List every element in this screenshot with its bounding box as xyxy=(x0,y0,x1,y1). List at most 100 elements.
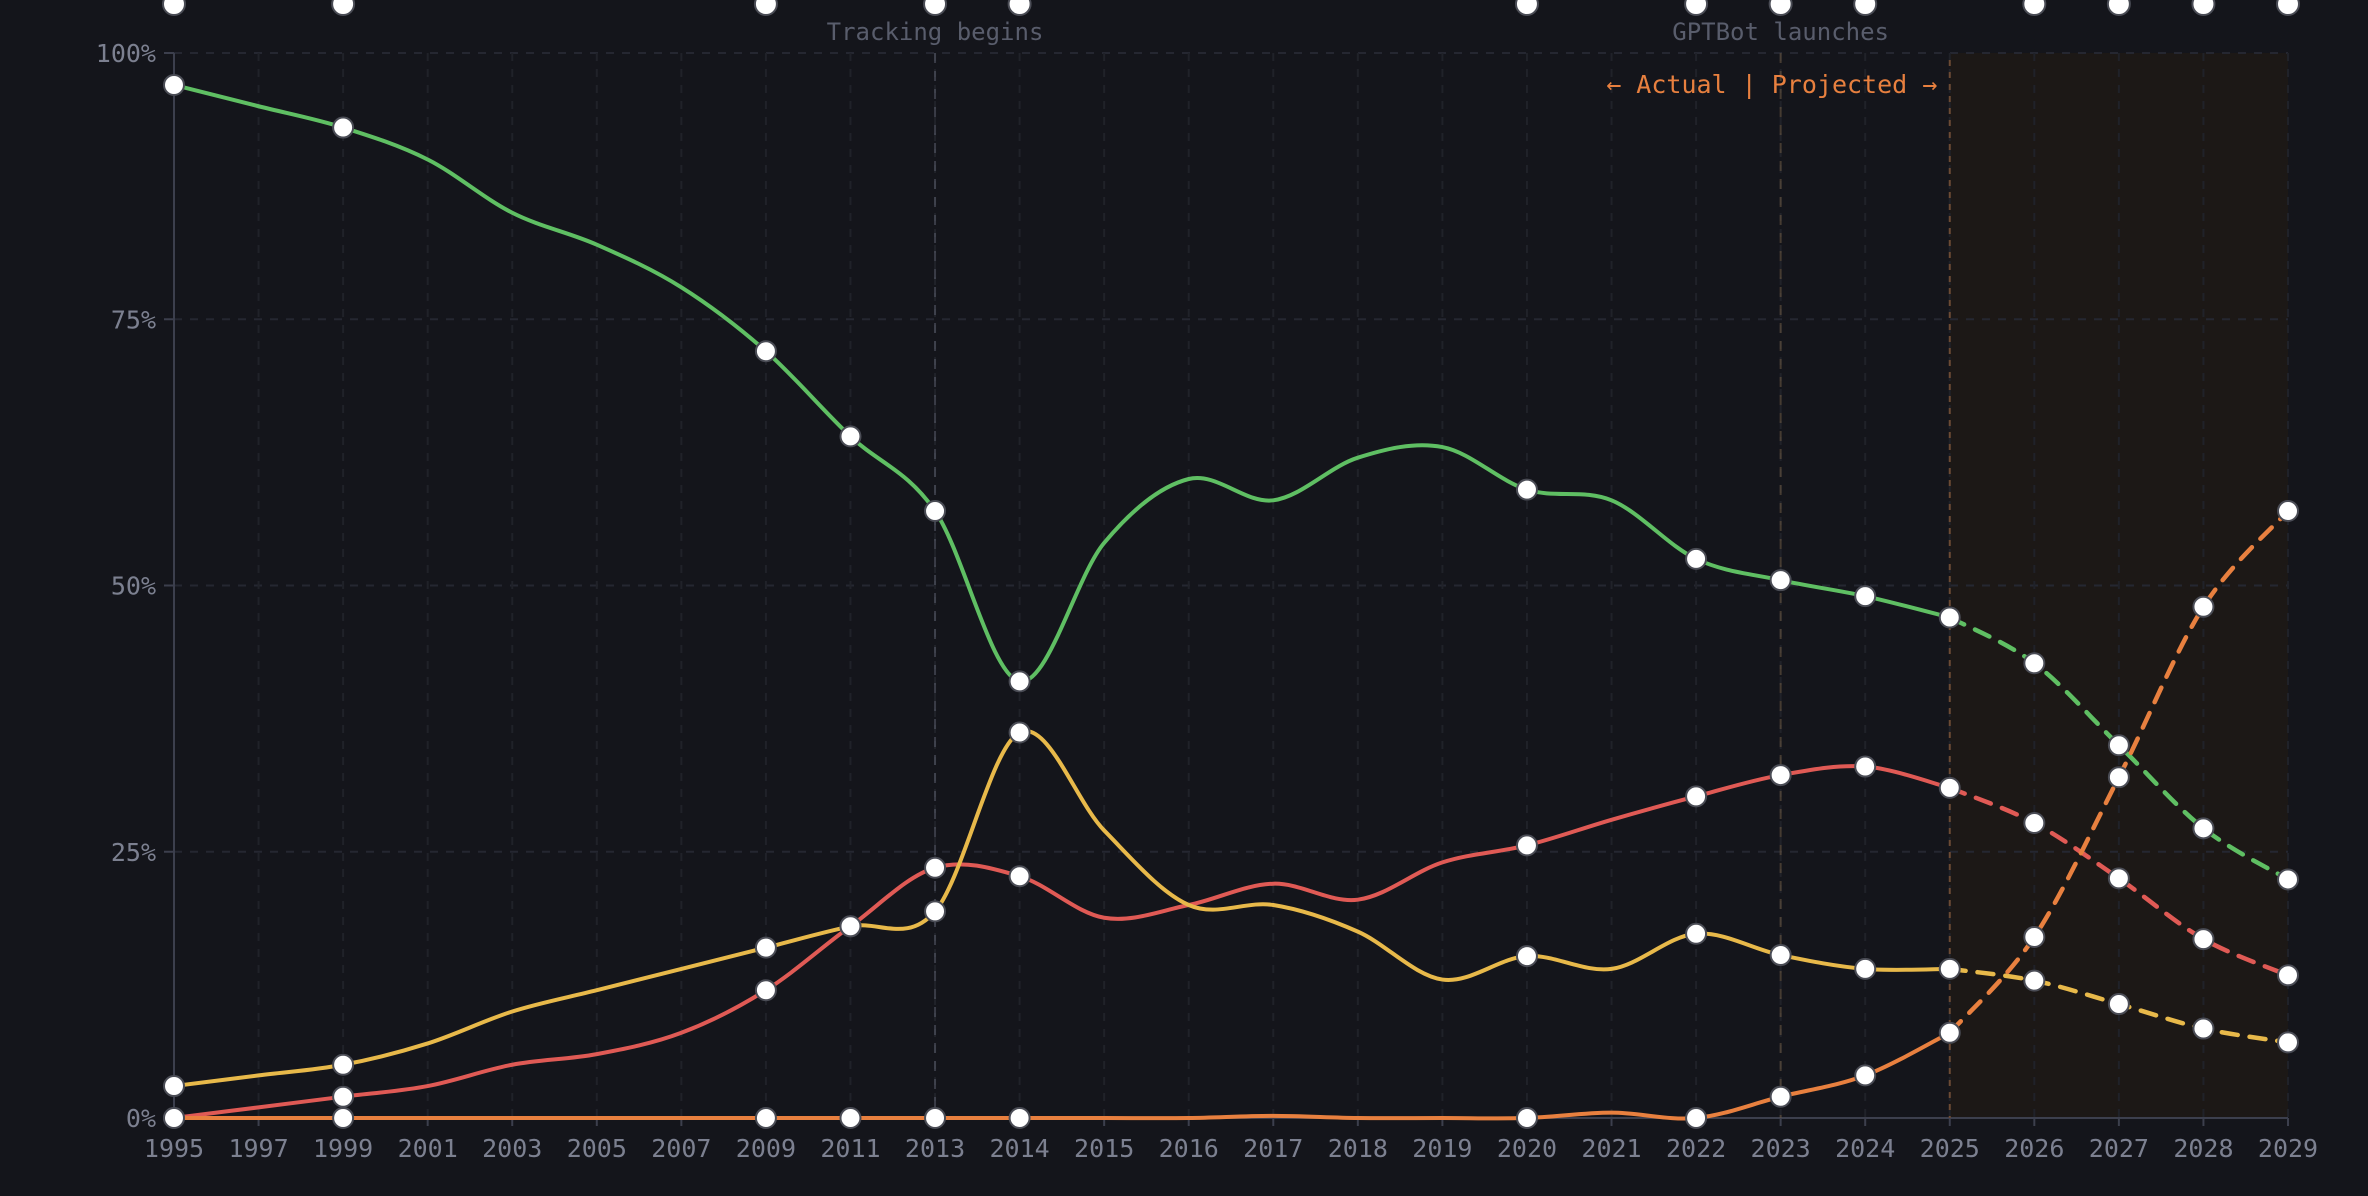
data-point[interactable] xyxy=(2277,964,2299,987)
data-point[interactable] xyxy=(2107,766,2130,789)
x-tick-label: 2018 xyxy=(1328,1134,1388,1163)
data-point[interactable] xyxy=(1938,1021,1961,1044)
x-tick-label: 2011 xyxy=(820,1134,880,1163)
data-point[interactable] xyxy=(1515,1107,1538,1129)
data-point[interactable] xyxy=(332,116,355,139)
x-tick-label: 1995 xyxy=(144,1134,204,1163)
data-point[interactable] xyxy=(1854,585,1877,608)
data-point[interactable] xyxy=(754,979,777,1002)
x-tick-label: 2025 xyxy=(1920,1134,1980,1163)
data-point[interactable] xyxy=(2023,652,2046,675)
annotation-label: GPTBot launches xyxy=(1672,18,1889,46)
x-tick-label: 2022 xyxy=(1666,1134,1726,1163)
series-line-projected xyxy=(1947,785,2291,978)
top-marker xyxy=(1853,0,1878,16)
y-tick-label: 25% xyxy=(111,838,156,867)
x-tick-label: 2020 xyxy=(1497,1134,1557,1163)
data-point[interactable] xyxy=(332,1053,355,1076)
top-marker xyxy=(2022,0,2047,16)
x-tick-label: 2029 xyxy=(2258,1134,2318,1163)
data-point[interactable] xyxy=(1685,1107,1708,1129)
data-point[interactable] xyxy=(1769,569,1792,592)
x-tick-label: 2017 xyxy=(1243,1134,1303,1163)
x-tick-label: 1999 xyxy=(313,1134,373,1163)
data-point[interactable] xyxy=(2192,1017,2215,1040)
top-marker xyxy=(1768,0,1793,16)
data-point[interactable] xyxy=(1685,547,1708,570)
data-point[interactable] xyxy=(924,499,947,522)
data-point[interactable] xyxy=(1938,957,1961,980)
top-marker xyxy=(1684,0,1709,16)
data-point[interactable] xyxy=(2023,811,2046,834)
data-point[interactable] xyxy=(2277,868,2299,891)
x-tick-label: 2005 xyxy=(567,1134,627,1163)
data-point[interactable] xyxy=(1515,834,1538,857)
y-tick-label: 75% xyxy=(111,305,156,334)
top-marker xyxy=(753,0,778,16)
data-point[interactable] xyxy=(924,900,947,923)
data-point[interactable] xyxy=(2277,499,2299,522)
data-point[interactable] xyxy=(2107,734,2130,757)
top-marker xyxy=(2106,0,2131,16)
series-line-actual xyxy=(172,729,1952,1089)
x-tick-label: 2028 xyxy=(2173,1134,2233,1163)
data-point[interactable] xyxy=(1938,606,1961,629)
data-point[interactable] xyxy=(2277,1031,2299,1054)
data-point[interactable] xyxy=(163,73,185,96)
x-tick-label: 2019 xyxy=(1412,1134,1472,1163)
data-point[interactable] xyxy=(839,1107,862,1129)
data-point[interactable] xyxy=(332,1107,355,1129)
data-point[interactable] xyxy=(2023,925,2046,948)
top-marker xyxy=(1514,0,1539,16)
y-tick-label: 100% xyxy=(96,39,156,68)
data-point[interactable] xyxy=(2023,969,2046,992)
data-point[interactable] xyxy=(1008,670,1031,693)
top-marker xyxy=(331,0,356,16)
data-point[interactable] xyxy=(839,915,862,938)
data-point[interactable] xyxy=(2192,595,2215,618)
data-point[interactable] xyxy=(2192,817,2215,840)
data-point[interactable] xyxy=(1854,1064,1877,1087)
data-point[interactable] xyxy=(754,1107,777,1129)
x-tick-label: 2009 xyxy=(736,1134,796,1163)
data-point[interactable] xyxy=(1685,785,1708,808)
data-point[interactable] xyxy=(1008,721,1031,744)
data-point[interactable] xyxy=(1515,478,1538,501)
x-tick-label: 2023 xyxy=(1751,1134,1811,1163)
top-marker xyxy=(162,0,186,16)
data-point[interactable] xyxy=(2192,928,2215,951)
top-marker xyxy=(2276,0,2300,16)
data-point[interactable] xyxy=(1685,922,1708,945)
data-point[interactable] xyxy=(1854,957,1877,980)
data-point[interactable] xyxy=(1938,776,1961,799)
data-point[interactable] xyxy=(754,936,777,959)
data-point[interactable] xyxy=(1769,1085,1792,1108)
data-point[interactable] xyxy=(924,1107,947,1129)
top-marker xyxy=(2191,0,2216,16)
data-point[interactable] xyxy=(332,1085,355,1108)
x-tick-label: 2003 xyxy=(482,1134,542,1163)
data-point[interactable] xyxy=(1515,945,1538,968)
data-point[interactable] xyxy=(1854,755,1877,778)
data-point[interactable] xyxy=(1769,944,1792,967)
series-line-actual xyxy=(172,1030,1952,1121)
data-point[interactable] xyxy=(1769,764,1792,787)
data-point[interactable] xyxy=(163,1107,185,1129)
x-tick-label: 1997 xyxy=(228,1134,288,1163)
x-tick-label: 2027 xyxy=(2089,1134,2149,1163)
x-tick-label: 2007 xyxy=(651,1134,711,1163)
data-point[interactable] xyxy=(924,856,947,879)
data-point[interactable] xyxy=(839,425,862,448)
data-point[interactable] xyxy=(2107,993,2130,1016)
data-point[interactable] xyxy=(1008,865,1031,888)
x-tick-label: 2014 xyxy=(989,1134,1049,1163)
data-point[interactable] xyxy=(2107,867,2130,890)
x-tick-label: 2021 xyxy=(1581,1134,1641,1163)
data-point[interactable] xyxy=(754,340,777,363)
top-marker xyxy=(923,0,948,16)
data-point[interactable] xyxy=(163,1075,185,1098)
data-point[interactable] xyxy=(1008,1107,1031,1129)
series-line-actual xyxy=(172,764,1952,1120)
